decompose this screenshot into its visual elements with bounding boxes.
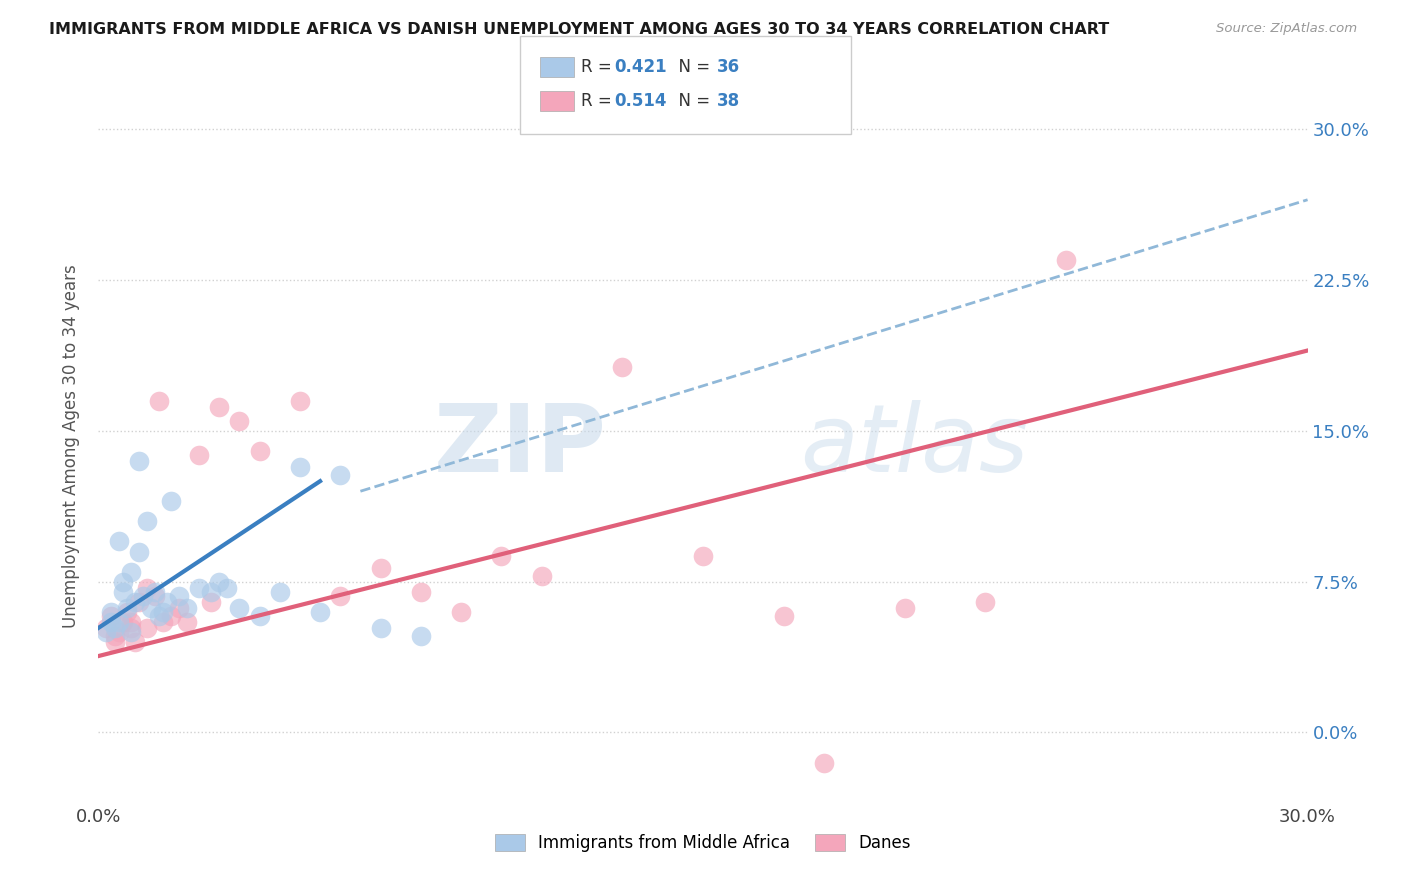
Point [100, 615, 122, 629]
Point [100, 608, 122, 623]
Point [491, 549, 513, 563]
Point [409, 584, 432, 599]
Text: N =: N = [668, 92, 716, 110]
Point [228, 414, 250, 428]
Point [139, 600, 162, 615]
Point [148, 393, 170, 408]
Point [200, 584, 222, 599]
Point [176, 600, 198, 615]
Point [111, 584, 134, 599]
Point [143, 584, 166, 599]
Point [135, 621, 157, 635]
Text: 0.514: 0.514 [614, 92, 666, 110]
Point [176, 615, 198, 629]
Point [115, 600, 138, 615]
Point [132, 589, 155, 603]
Point [107, 624, 129, 639]
Point [228, 600, 250, 615]
Point [135, 581, 157, 595]
Point [974, 595, 997, 609]
Point [128, 544, 150, 558]
Point [120, 624, 142, 639]
Point [167, 600, 190, 615]
Point [120, 565, 142, 579]
Point [120, 621, 142, 635]
Point [100, 605, 122, 619]
Point [111, 615, 134, 629]
Point [370, 560, 392, 574]
Point [124, 595, 146, 609]
Point [156, 595, 179, 609]
Point [107, 534, 129, 549]
Point [409, 629, 432, 643]
Point [103, 635, 125, 649]
Point [160, 494, 183, 508]
Text: atlas: atlas [800, 401, 1028, 491]
Point [329, 468, 352, 483]
Point [135, 515, 157, 529]
Point [96, 621, 118, 635]
Text: R =: R = [581, 58, 617, 76]
Legend: Immigrants from Middle Africa, Danes: Immigrants from Middle Africa, Danes [488, 827, 918, 859]
Point [128, 595, 150, 609]
Point [148, 608, 170, 623]
Point [107, 615, 129, 629]
Point [152, 605, 174, 619]
Point [530, 568, 553, 582]
Y-axis label: Unemployment Among Ages 30 to 34 years: Unemployment Among Ages 30 to 34 years [62, 264, 80, 628]
Point [103, 621, 125, 635]
Point [120, 615, 142, 629]
Point [103, 629, 125, 643]
Point [200, 595, 222, 609]
Text: 38: 38 [717, 92, 740, 110]
Point [692, 549, 714, 563]
Point [813, 756, 835, 770]
Point [208, 400, 231, 414]
Text: 36: 36 [717, 58, 740, 76]
Point [450, 605, 472, 619]
Point [309, 605, 332, 619]
Point [269, 584, 291, 599]
Point [249, 444, 271, 458]
Point [111, 574, 134, 589]
Text: ZIP: ZIP [433, 400, 606, 492]
Point [370, 621, 392, 635]
Text: Source: ZipAtlas.com: Source: ZipAtlas.com [1216, 22, 1357, 36]
Point [1054, 253, 1077, 268]
Point [152, 615, 174, 629]
Point [128, 454, 150, 468]
Point [96, 624, 118, 639]
Point [329, 589, 352, 603]
Text: 0.421: 0.421 [614, 58, 666, 76]
Point [188, 448, 211, 462]
Point [288, 460, 311, 475]
Point [143, 589, 166, 603]
Point [288, 393, 311, 408]
Point [217, 581, 239, 595]
Text: N =: N = [668, 58, 716, 76]
Point [188, 581, 211, 595]
Point [115, 605, 138, 619]
Point [160, 608, 183, 623]
Point [612, 359, 634, 374]
Point [124, 635, 146, 649]
Point [249, 608, 271, 623]
Text: IMMIGRANTS FROM MIDDLE AFRICA VS DANISH UNEMPLOYMENT AMONG AGES 30 TO 34 YEARS C: IMMIGRANTS FROM MIDDLE AFRICA VS DANISH … [49, 22, 1109, 37]
Point [772, 608, 794, 623]
Point [167, 589, 190, 603]
Text: R =: R = [581, 92, 617, 110]
Point [208, 574, 231, 589]
Point [893, 600, 915, 615]
